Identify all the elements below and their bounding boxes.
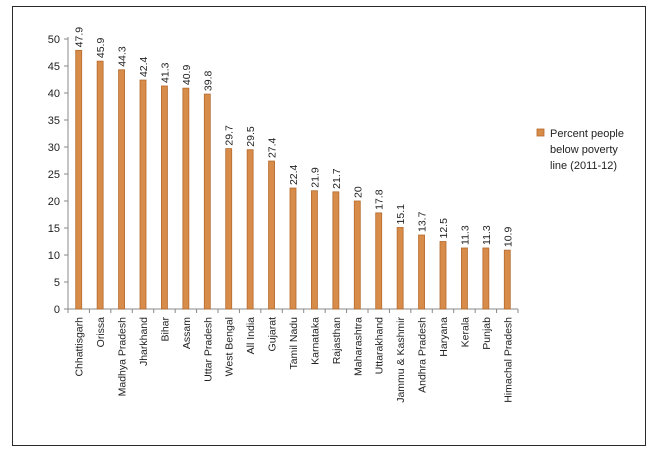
data-label: 39.8 — [202, 70, 214, 91]
data-label: 27.4 — [267, 137, 279, 158]
bar — [161, 85, 168, 310]
legend-label: Percent people — [550, 128, 624, 140]
data-label: 10.9 — [502, 227, 514, 248]
category-label: Gujarat — [267, 317, 279, 352]
y-tick-label: 0 — [54, 304, 60, 316]
y-tick-label: 45 — [48, 61, 60, 73]
data-label: 45.9 — [95, 38, 107, 59]
bar — [396, 227, 404, 310]
bar — [182, 87, 190, 310]
y-tick-label: 35 — [48, 115, 60, 127]
chart-frame: 0 5 10 15 20 25 30 35 40 45 50 47.9 45.9 44.3 42.4 41.… — [12, 6, 646, 446]
category-label: Himachal Pradesh — [502, 317, 514, 403]
category-label: All India — [245, 317, 257, 355]
data-label: 29.7 — [224, 125, 236, 146]
category-label: West Bengal — [224, 317, 236, 376]
data-label: 15.1 — [395, 204, 407, 225]
bar — [439, 241, 447, 310]
bar — [418, 234, 425, 310]
category-label: Uttarakhand — [374, 317, 386, 374]
data-label: 17.8 — [374, 189, 386, 210]
bar — [268, 160, 275, 310]
y-tick-label: 5 — [54, 277, 60, 289]
bar — [75, 49, 83, 310]
bar — [96, 60, 104, 310]
data-label: 22.4 — [288, 164, 300, 185]
data-label: 11.3 — [459, 225, 471, 245]
y-tick-label: 50 — [48, 34, 60, 46]
legend-label: line (2011-12) — [550, 160, 617, 172]
y-tick-label: 25 — [48, 169, 60, 181]
category-label: Uttar Pradesh — [202, 317, 214, 382]
data-label: 20 — [352, 186, 364, 198]
category-label: Kerala — [459, 317, 471, 348]
data-label: 13.7 — [417, 211, 429, 232]
y-tick-label: 20 — [48, 196, 60, 208]
data-label: 12.5 — [438, 218, 450, 239]
data-label: 21.7 — [331, 168, 343, 189]
y-tick-label: 10 — [48, 250, 60, 262]
legend-label: below poverty — [550, 144, 618, 156]
category-label: Rajasthan — [331, 317, 343, 364]
bars — [75, 49, 511, 310]
data-label: 47.9 — [74, 27, 86, 48]
bar — [289, 187, 297, 310]
category-label: Punjab — [481, 317, 493, 350]
data-label: 41.3 — [159, 62, 171, 83]
bar — [353, 200, 361, 310]
bar — [139, 79, 147, 310]
bar — [118, 69, 125, 310]
legend-swatch — [536, 128, 545, 137]
bar — [225, 148, 233, 310]
bar — [482, 247, 490, 310]
category-label: Assam — [181, 317, 193, 349]
bar — [332, 191, 340, 310]
data-label: 40.9 — [181, 65, 193, 86]
category-label: Chhattisgarh — [74, 317, 86, 377]
bar — [246, 149, 254, 310]
category-label: Karnataka — [309, 317, 321, 365]
category-label: Maharashtra — [352, 317, 364, 376]
bar — [503, 249, 511, 310]
data-label: 44.3 — [117, 46, 129, 67]
legend: Percent people below poverty line (2011-12… — [536, 128, 624, 172]
category-label: Haryana — [438, 317, 450, 357]
data-label: 42.4 — [138, 56, 150, 77]
bar-chart: 0 5 10 15 20 25 30 35 40 45 50 47.9 45.9 44.3 42.4 41.… — [48, 27, 624, 403]
data-labels: 47.9 45.9 44.3 42.4 41.3 40.9 39.8 29.7 29.5 27.4… — [74, 27, 515, 247]
y-tick-label: 30 — [48, 142, 60, 154]
category-label: Tamil Nadu — [288, 317, 300, 370]
category-label: Madhya Pradesh — [117, 317, 129, 397]
bar — [375, 212, 383, 310]
data-label: 11.3 — [481, 225, 493, 245]
category-labels: Chhattisgarh Orissa Madhya Pradesh Jharkhan… — [74, 317, 515, 403]
bar — [203, 93, 211, 310]
category-label: Bihar — [159, 317, 171, 342]
data-label: 29.5 — [245, 126, 257, 147]
category-label: Orissa — [95, 317, 107, 347]
y-tick-label: 40 — [48, 88, 60, 100]
bar — [461, 247, 468, 310]
data-label: 21.9 — [309, 167, 321, 188]
category-label: Jharkhand — [138, 317, 150, 366]
y-tick-label: 15 — [48, 223, 60, 235]
category-label: Andhra Pradesh — [417, 317, 429, 393]
category-label: Jammu & Kashmir — [395, 317, 407, 403]
bar — [311, 190, 318, 310]
